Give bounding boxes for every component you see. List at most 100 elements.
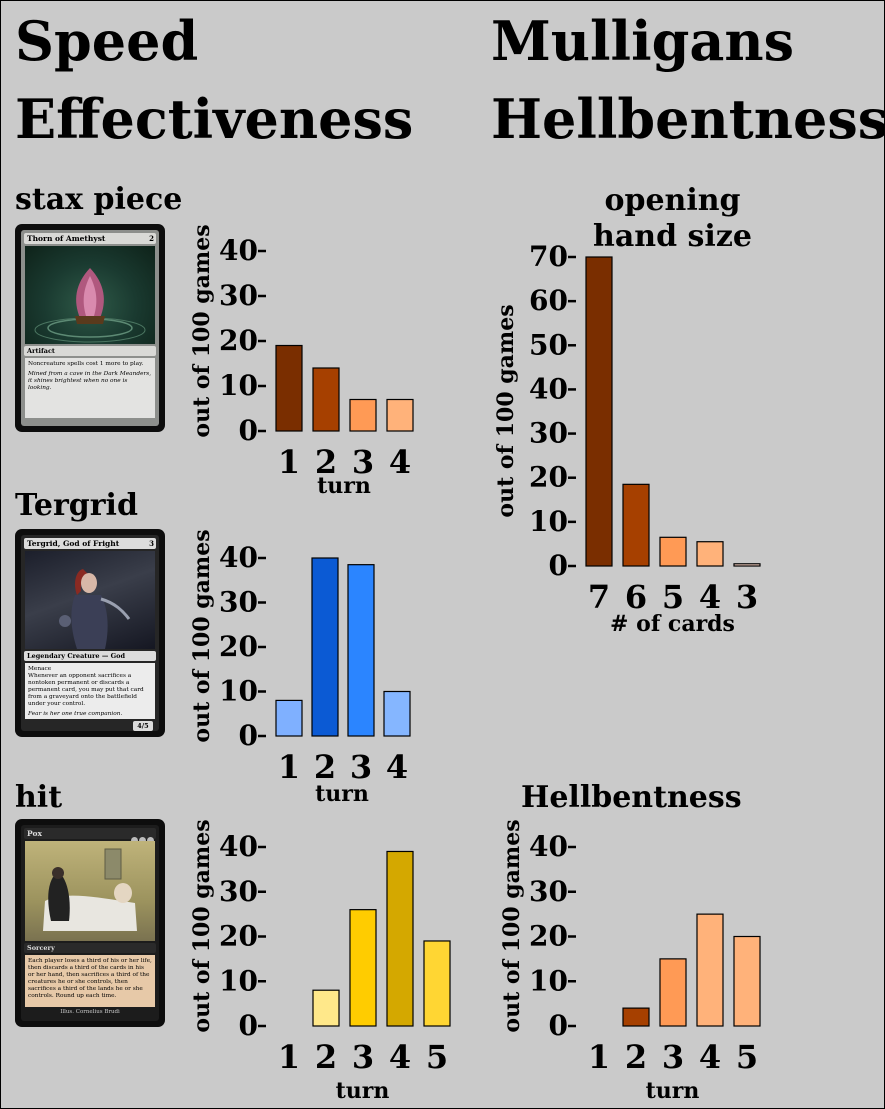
bar-1: [275, 699, 303, 737]
x-tick-label: 5: [426, 1038, 448, 1076]
bar-4: [386, 850, 414, 1027]
card-rules-box: Menace Whenever an opponent sacrifices a…: [25, 663, 155, 719]
y-tick-label: 60: [529, 284, 568, 317]
x-tick-label: 1: [278, 1038, 300, 1076]
y-axis-label: out of 100 games: [189, 819, 215, 1032]
x-tick-label: 7: [588, 578, 610, 616]
y-axis-label: out of 100 games: [189, 529, 215, 742]
card-artist: Illus. Cornelius Brudi: [60, 1009, 120, 1015]
x-tick-label: 2: [314, 748, 336, 786]
x-tick-label: 1: [278, 443, 300, 481]
crystal-flower-icon: [34, 268, 146, 343]
y-tick-label: 40: [529, 372, 568, 405]
chart-mulligans: opening hand size 0 10 20 30 40 50 60 70 out of 10…: [493, 183, 761, 637]
heading-mulligans: Mulligans: [491, 9, 794, 73]
y-tick-label: 0: [239, 1009, 258, 1042]
bar-2: [312, 989, 340, 1027]
y-tick-label: 40: [529, 830, 568, 863]
x-tick-label: 5: [736, 1038, 758, 1076]
x-tick-label: 3: [350, 748, 372, 786]
mana-cost: 2: [149, 234, 154, 243]
bar-2: [312, 367, 340, 432]
heading-effectiveness: Effectiveness: [15, 87, 414, 151]
x-tick-label: 1: [588, 1038, 610, 1076]
heading-hellbentness: Hellbentness: [491, 87, 885, 151]
x-tick-label: 3: [662, 1038, 684, 1076]
y-tick-label: 20: [219, 920, 258, 953]
sickbed-scene-icon: [43, 848, 137, 931]
card-type-line: Legendary Creature — God: [24, 651, 156, 661]
card-rules-text: Each player loses a third of his or her …: [28, 958, 152, 999]
x-tick-label: 3: [352, 1038, 374, 1076]
x-axis-label: # of cards: [610, 611, 735, 637]
bar-5: [423, 940, 451, 1027]
card-art: [25, 841, 155, 941]
x-tick-label: 3: [352, 443, 374, 481]
bar-1: [275, 344, 303, 432]
y-tick-label: 10: [219, 964, 258, 997]
y-tick-label: 30: [529, 875, 568, 908]
card-art: [25, 246, 155, 344]
bar-3: [349, 909, 377, 1027]
section-label-stax: stax piece: [15, 182, 183, 217]
bar-5: [733, 935, 761, 1027]
y-tick-label: 10: [219, 369, 258, 402]
card-pox: Pox Sorcery Each player loses a third of…: [15, 819, 165, 1027]
y-axis-label: out of 100 games: [499, 819, 525, 1032]
card-art: [25, 551, 155, 649]
x-tick-label: 4: [699, 1038, 721, 1076]
heading-speed: Speed: [15, 9, 199, 73]
chart-title: opening hand size: [593, 183, 752, 254]
x-axis-label: turn: [646, 1078, 700, 1104]
x-tick-label: 5: [662, 578, 684, 616]
x-tick-label: 3: [736, 578, 758, 616]
card-type-line: Artifact: [24, 346, 156, 356]
bar-4: [386, 398, 414, 432]
x-tick-label: 4: [699, 578, 721, 616]
x-tick-label: 4: [386, 748, 408, 786]
y-tick-label: 10: [529, 964, 568, 997]
x-tick-label: 4: [389, 443, 411, 481]
x-tick-label: 6: [625, 578, 647, 616]
bar-5: [659, 536, 687, 567]
y-tick-label: 20: [219, 630, 258, 663]
mana-symbols: [130, 829, 154, 848]
x-tick-label: 1: [278, 748, 300, 786]
y-axis-label: out of 100 games: [189, 224, 215, 437]
y-tick-label: 20: [529, 920, 568, 953]
y-tick-label: 50: [529, 328, 568, 361]
bar-7: [585, 256, 613, 567]
bar-3: [349, 398, 377, 432]
mana-cost: 3: [149, 539, 154, 548]
card-name: Pox: [24, 828, 156, 839]
bar-3: [733, 563, 761, 567]
bar-4: [383, 690, 411, 737]
section-label-hit: hit: [15, 780, 63, 815]
x-tick-label: 2: [315, 443, 337, 481]
y-tick-label: 0: [549, 1009, 568, 1042]
y-tick-label: 30: [219, 279, 258, 312]
card-name: Tergrid, God of Fright: [24, 538, 156, 549]
card-type-line: Sorcery: [24, 943, 156, 953]
bar-3: [659, 958, 687, 1027]
bar-3: [347, 564, 375, 737]
power-toughness: 4/5: [133, 721, 153, 731]
bar-2: [311, 557, 339, 737]
x-axis-label: turn: [317, 473, 371, 499]
y-tick-label: 70: [529, 240, 568, 273]
y-tick-label: 40: [219, 234, 258, 267]
section-label-tergrid: Tergrid: [15, 488, 138, 523]
section-label-hellbentness: Hellbentness: [521, 780, 742, 815]
y-axis-label: out of 100 games: [493, 304, 519, 517]
card-rules-box: Each player loses a third of his or her …: [25, 955, 155, 1007]
bar-4: [696, 913, 724, 1027]
card-tergrid: Tergrid, God of Fright 3 Legendary Creat…: [15, 529, 165, 737]
y-tick-label: 0: [239, 414, 258, 447]
card-thorn-of-amethyst: Thorn of Amethyst 2 Artifact Noncreature…: [15, 224, 165, 432]
y-tick-label: 40: [219, 541, 258, 574]
card-rules-text: Whenever an opponent sacrifices a nontok…: [28, 673, 144, 707]
card-rules-text: Noncreature spells cost 1 more to play.: [28, 361, 144, 367]
